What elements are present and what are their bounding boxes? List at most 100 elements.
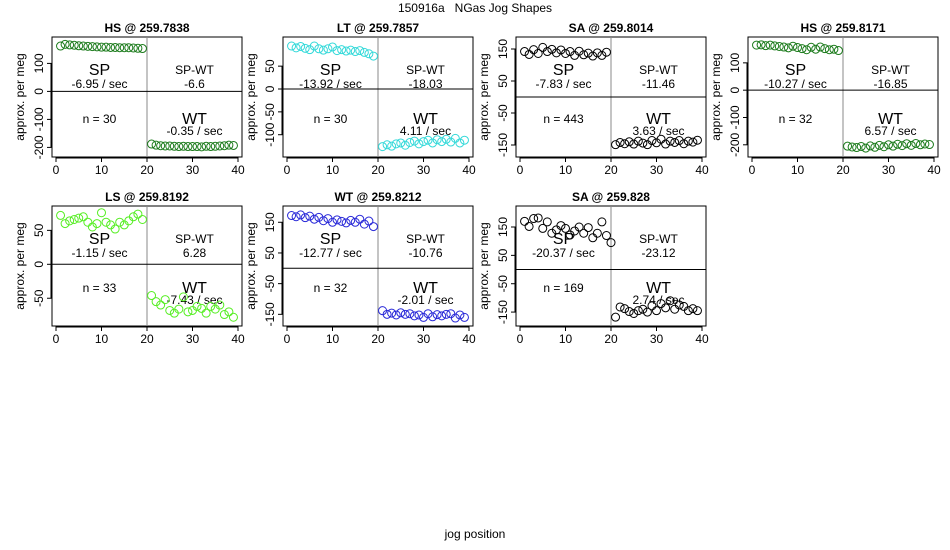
data-point bbox=[561, 48, 570, 58]
data-point bbox=[350, 217, 360, 227]
data-point bbox=[206, 301, 216, 311]
data-point bbox=[74, 213, 84, 223]
data-point bbox=[538, 223, 548, 233]
data-point bbox=[897, 141, 907, 151]
data-point bbox=[774, 41, 784, 51]
data-point bbox=[674, 300, 684, 310]
x-tick-label: 30 bbox=[882, 163, 896, 177]
sp-rate: -12.77 / sec bbox=[299, 246, 362, 260]
data-point bbox=[441, 309, 451, 319]
wt-rate: 4.11 / sec bbox=[400, 124, 451, 138]
data-point bbox=[459, 312, 469, 322]
data-point bbox=[323, 44, 333, 54]
annotations: SP-10.27 / sec SP-WT-16.85 n = 32 WT6.57 / … bbox=[764, 62, 916, 138]
data-point bbox=[661, 303, 671, 313]
data-point bbox=[629, 308, 639, 318]
data-point bbox=[856, 141, 866, 151]
data-point bbox=[106, 42, 116, 52]
data-point bbox=[183, 142, 193, 152]
y-axis: -150 -50 50 150 bbox=[496, 217, 516, 324]
x-tick-label: 40 bbox=[695, 332, 709, 346]
chart-panel-1: HS @ 259.7838 0 10 20 30 40 -200 -100 0 100 approx… bbox=[13, 21, 245, 177]
y-tick-label: 100 bbox=[728, 53, 742, 73]
x-tick-label: 30 bbox=[650, 332, 664, 346]
annotations: SP-7.83 / sec SP-WT-11.46 n = 443 WT3.63 / … bbox=[535, 62, 684, 138]
data-point bbox=[197, 303, 207, 313]
data-point bbox=[428, 138, 438, 148]
data-point bbox=[400, 309, 410, 319]
y-tick-label: 150 bbox=[263, 212, 277, 232]
data-points bbox=[287, 210, 469, 323]
y-tick-label: 50 bbox=[263, 246, 277, 260]
data-point bbox=[165, 305, 175, 315]
data-point bbox=[151, 140, 161, 150]
x-tick-label: 30 bbox=[186, 332, 200, 346]
data-point bbox=[178, 141, 188, 151]
wt-label: WT bbox=[878, 111, 903, 128]
data-point bbox=[188, 142, 197, 152]
panel-title: HS @ 259.7838 bbox=[104, 21, 189, 35]
data-point bbox=[615, 137, 625, 147]
data-point bbox=[341, 46, 351, 56]
x-tick-label: 30 bbox=[186, 163, 200, 177]
data-point bbox=[101, 217, 111, 227]
data-point bbox=[133, 43, 143, 53]
data-point bbox=[65, 40, 75, 50]
data-point bbox=[538, 42, 548, 52]
spwt-label: SP-WT bbox=[639, 63, 678, 77]
x-tick-label: 20 bbox=[371, 332, 385, 346]
data-point bbox=[611, 312, 621, 322]
data-point bbox=[924, 140, 934, 150]
data-point bbox=[174, 142, 184, 152]
data-point bbox=[793, 43, 802, 53]
x-tick-label: 40 bbox=[462, 332, 476, 346]
data-point bbox=[378, 142, 388, 152]
data-point bbox=[688, 304, 698, 314]
data-point bbox=[101, 42, 111, 52]
x-tick-label: 40 bbox=[927, 163, 941, 177]
data-points bbox=[520, 42, 702, 150]
x-tick-label: 40 bbox=[231, 332, 245, 346]
data-point bbox=[224, 307, 234, 317]
data-point bbox=[520, 47, 530, 57]
data-point bbox=[437, 137, 447, 147]
y-tick-label: -100 bbox=[263, 122, 277, 146]
y-tick-label: -50 bbox=[496, 104, 510, 122]
data-point bbox=[396, 308, 406, 318]
y-tick-label: 0 bbox=[32, 261, 46, 268]
data-point bbox=[291, 43, 301, 53]
data-point bbox=[156, 300, 166, 310]
sp-label: SP bbox=[785, 62, 806, 79]
spwt-value: -10.76 bbox=[408, 246, 442, 260]
data-point bbox=[679, 139, 689, 149]
data-point bbox=[824, 45, 834, 55]
data-point bbox=[551, 48, 561, 58]
data-point bbox=[128, 43, 138, 53]
x-tick-label: 0 bbox=[284, 332, 291, 346]
n-label: n = 32 bbox=[314, 281, 348, 295]
data-point bbox=[192, 301, 202, 311]
data-point bbox=[756, 40, 766, 50]
data-point bbox=[583, 48, 593, 58]
y-tick-label: 150 bbox=[496, 39, 510, 59]
data-point bbox=[359, 47, 369, 57]
n-label: n = 443 bbox=[543, 112, 584, 126]
data-point bbox=[128, 212, 138, 222]
data-point bbox=[865, 141, 875, 151]
y-axis: -200 -100 0 100 bbox=[728, 53, 748, 157]
data-point bbox=[147, 291, 157, 301]
data-point bbox=[97, 42, 106, 52]
panel-title: SA @ 259.8014 bbox=[569, 21, 654, 35]
x-axis: 0 10 20 30 40 bbox=[53, 326, 245, 346]
data-point bbox=[215, 141, 225, 151]
data-point bbox=[683, 136, 693, 146]
x-tick-label: 0 bbox=[517, 332, 524, 346]
data-points bbox=[287, 41, 469, 152]
data-point bbox=[911, 138, 921, 148]
data-point bbox=[300, 213, 310, 223]
y-tick-label: 50 bbox=[496, 74, 510, 88]
data-point bbox=[633, 136, 643, 146]
data-point bbox=[606, 238, 616, 248]
data-point bbox=[915, 140, 925, 150]
y-tick-label: 0 bbox=[32, 88, 46, 95]
